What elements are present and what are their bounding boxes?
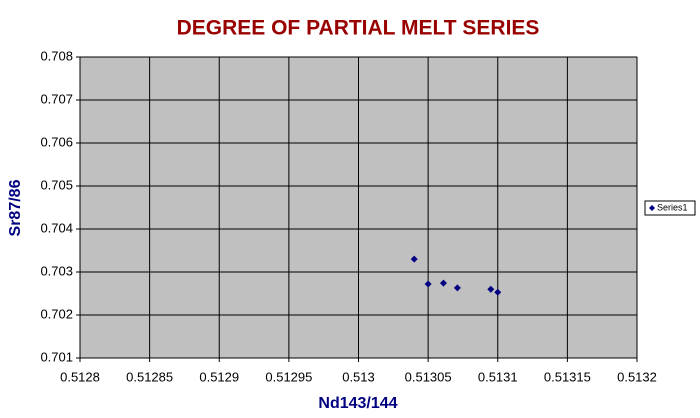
point bbox=[439, 279, 447, 287]
x-tick-label: 0.5129 bbox=[199, 369, 239, 384]
x-tick-label: 0.5131 bbox=[478, 369, 518, 384]
x-tick-label: 0.51295 bbox=[265, 369, 312, 384]
legend-marker bbox=[649, 205, 655, 211]
x-tick-label: 0.513 bbox=[342, 369, 375, 384]
y-tick-label: 0.704 bbox=[40, 220, 73, 235]
y-tick-label: 0.707 bbox=[40, 91, 73, 106]
y-tick-label: 0.708 bbox=[40, 48, 73, 63]
x-axis-label: Nd143/144 bbox=[318, 395, 397, 412]
chart-title: DEGREE OF PARTIAL MELT SERIES bbox=[177, 17, 540, 40]
y-tick-label: 0.705 bbox=[40, 177, 73, 192]
point bbox=[487, 285, 495, 293]
y-tick-label: 0.702 bbox=[40, 306, 73, 321]
point bbox=[424, 280, 432, 288]
point bbox=[453, 284, 461, 292]
x-tick-label: 0.5132 bbox=[617, 369, 657, 384]
point bbox=[410, 255, 418, 263]
x-tick-label: 0.51305 bbox=[405, 369, 452, 384]
y-tick-label: 0.703 bbox=[40, 263, 73, 278]
legend-box bbox=[644, 200, 696, 216]
y-tick-label: 0.706 bbox=[40, 134, 73, 149]
y-axis-label: Sr87/86 bbox=[7, 179, 24, 236]
x-tick-label: 0.51285 bbox=[126, 369, 173, 384]
y-tick-label: 0.701 bbox=[40, 349, 73, 364]
x-tick-label: 0.51315 bbox=[544, 369, 591, 384]
legend-label: Series1 bbox=[657, 202, 688, 212]
x-tick-label: 0.5128 bbox=[60, 369, 100, 384]
point bbox=[494, 288, 502, 296]
